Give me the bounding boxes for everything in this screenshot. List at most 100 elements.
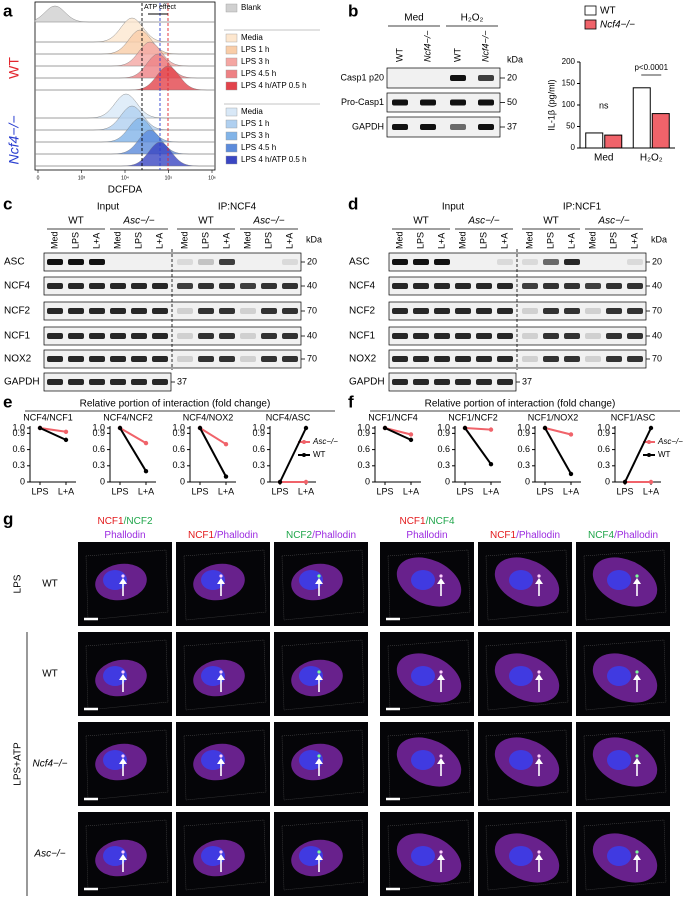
point — [462, 425, 468, 431]
y-tick-label: 0.6 — [12, 444, 25, 454]
nucleus — [299, 570, 323, 590]
row-label: NCF4 — [349, 281, 376, 292]
y-tick-label: 0.9 — [12, 428, 25, 438]
x-tick-label: L+A — [218, 486, 234, 496]
x-tick-label: L+A — [643, 486, 659, 496]
column-header: Phallodin — [406, 530, 447, 541]
kda-label: 40 — [307, 330, 317, 340]
kda-unit: kDa — [507, 54, 523, 64]
puncta — [121, 754, 125, 758]
blot-band — [497, 379, 513, 385]
blot-band — [606, 308, 622, 314]
chart-subtitle: NCF4/NCF1 — [23, 412, 73, 422]
legend-label: Media — [241, 107, 263, 116]
kda-label: 70 — [307, 305, 317, 315]
y-tick-label: 200 — [562, 57, 576, 66]
kda-label: 37 — [177, 376, 187, 386]
blot-band — [543, 308, 559, 314]
genotype-label: WT — [42, 579, 58, 590]
lane-label: Med — [179, 231, 189, 249]
blot-band — [152, 333, 168, 339]
blot-band — [198, 333, 214, 339]
y-tick-label: 0.9 — [517, 428, 530, 438]
point — [63, 429, 69, 434]
blot-band — [476, 308, 492, 314]
blot-band — [497, 333, 513, 339]
nucleus — [509, 750, 533, 770]
blot-band — [564, 308, 580, 314]
y-tick-label: 1.0 — [517, 422, 530, 432]
y-tick-label: 0.9 — [172, 428, 185, 438]
genotype-label: Asc−/− — [33, 849, 65, 860]
render-box — [583, 729, 667, 801]
blot-band — [282, 333, 298, 339]
legend-label: LPS 1 h — [241, 45, 269, 54]
point — [277, 479, 283, 485]
x-tick-label: LPS — [536, 486, 553, 496]
histogram-ridge — [35, 93, 215, 119]
blot-band — [434, 333, 450, 339]
kda-label: 20 — [507, 72, 517, 82]
kda-unit: kDa — [306, 234, 322, 244]
nucleus — [201, 846, 225, 866]
x-axis-title: DCFDA — [108, 185, 143, 196]
panel-label: g — [3, 509, 13, 528]
blot-band — [413, 283, 429, 289]
row-label: Casp1 p20 — [340, 72, 384, 82]
point — [568, 432, 574, 437]
arrow-head — [437, 758, 445, 764]
blot-band — [47, 259, 63, 265]
y-tick-label: 0.6 — [252, 444, 265, 454]
nucleus — [299, 666, 323, 686]
histogram-ridge — [34, 5, 215, 23]
blot-band — [219, 259, 235, 265]
puncta — [537, 754, 541, 758]
puncta — [635, 754, 639, 758]
label: Med — [404, 13, 423, 24]
blot-band — [261, 283, 277, 289]
y-tick-label: 0 — [445, 476, 450, 486]
puncta — [317, 850, 321, 854]
panel-label: f — [348, 392, 354, 411]
nucleus — [411, 666, 435, 686]
chart-subtitle: NCF1/NCF4 — [368, 412, 418, 422]
genotype-label: Ncf4−/− — [32, 759, 67, 770]
lane-label: L+A — [436, 233, 446, 249]
blot-band — [543, 333, 559, 339]
group-label: WT — [198, 216, 214, 227]
kda-label: 20 — [307, 256, 317, 266]
blot-band — [282, 356, 298, 362]
puncta — [219, 574, 223, 578]
panel-label: c — [3, 194, 12, 213]
legend-label: Blank — [241, 3, 262, 12]
bar — [585, 132, 604, 149]
blot-band — [413, 259, 429, 265]
condition-label: LPS — [13, 574, 24, 593]
blot-band — [47, 356, 63, 362]
puncta — [537, 574, 541, 578]
y-tick-label: 0 — [365, 476, 370, 486]
header-part: /Phallodin — [214, 530, 258, 541]
arrow-head — [119, 578, 127, 584]
point — [223, 474, 229, 479]
y-tick-label: 1.0 — [357, 422, 370, 432]
legend-marker — [647, 453, 651, 457]
chart-subtitle: NCF1/NOX2 — [528, 412, 579, 422]
render-box — [281, 729, 365, 801]
render-box — [387, 549, 471, 621]
blot-band — [627, 308, 643, 314]
y-tick-label: 1.0 — [597, 422, 610, 432]
arrow-head — [535, 854, 543, 860]
x-tick-label: 0 — [37, 175, 40, 181]
series-line — [39, 427, 67, 441]
blot-band — [198, 308, 214, 314]
blot-band — [261, 356, 277, 362]
group-label: Asc−/− — [122, 216, 154, 227]
histogram-ridge — [35, 17, 215, 43]
arrow-head — [119, 854, 127, 860]
nucleus — [411, 750, 435, 770]
lane-label: LPS — [70, 232, 80, 249]
blot-band — [110, 356, 126, 362]
header-part: /Phallodin — [614, 530, 658, 541]
nucleus — [103, 846, 127, 866]
